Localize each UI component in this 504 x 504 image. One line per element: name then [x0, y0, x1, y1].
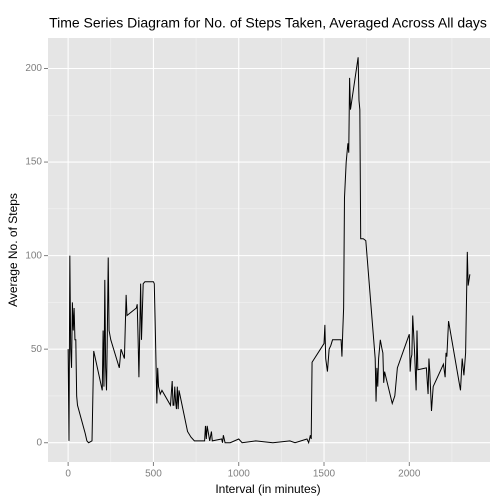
x-tick-label: 500 [145, 469, 162, 480]
y-tick-label: 0 [36, 437, 42, 448]
y-tick-label: 200 [25, 63, 42, 74]
x-tick-label: 2000 [398, 469, 421, 480]
x-tick-label: 1000 [228, 469, 251, 480]
x-tick-label: 1500 [313, 469, 336, 480]
y-tick-label: 150 [25, 157, 42, 168]
data-line [67, 57, 471, 445]
y-tick-label: 100 [25, 250, 42, 261]
y-axis-title: Average No. of Steps [6, 193, 20, 307]
x-tick-label: 0 [65, 469, 71, 480]
plot-panel [48, 38, 490, 462]
y-tick-label: 50 [31, 344, 43, 355]
x-axis-title: Interval (in minutes) [215, 482, 320, 496]
chart-title: Time Series Diagram for No. of Steps Tak… [49, 15, 487, 31]
